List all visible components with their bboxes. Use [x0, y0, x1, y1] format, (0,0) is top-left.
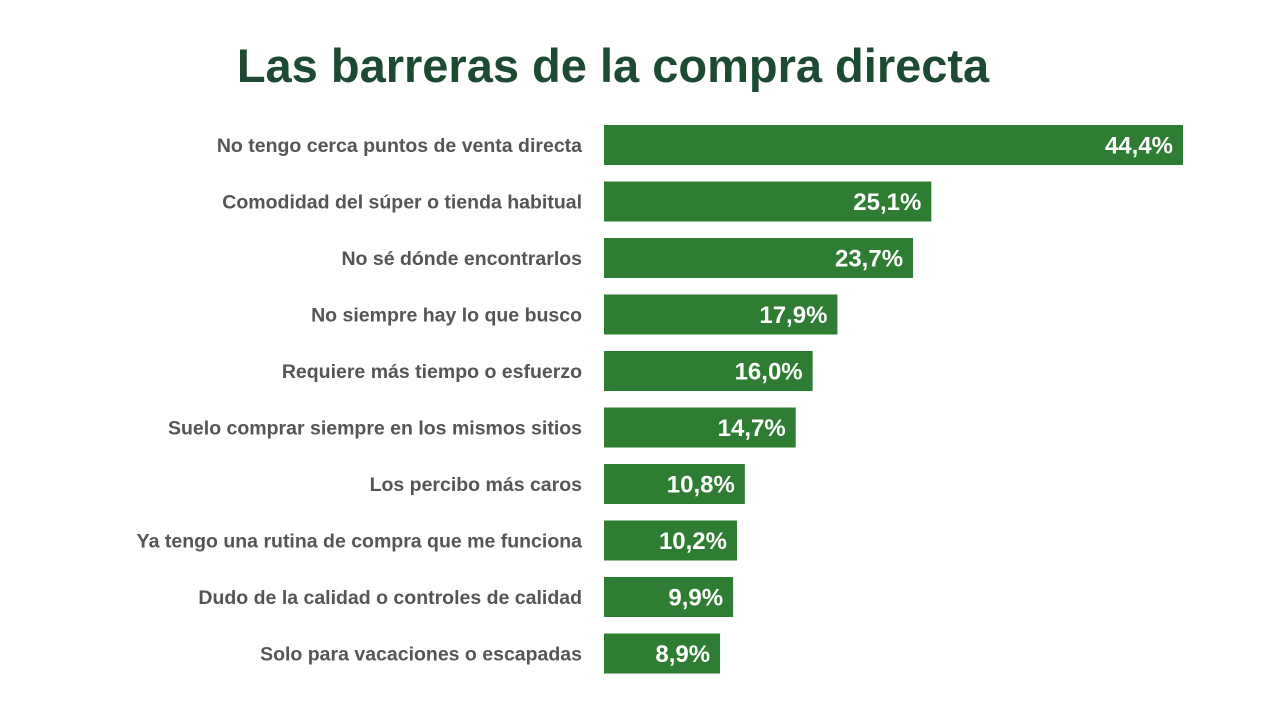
category-label: Ya tengo una rutina de compra que me fun…	[137, 531, 582, 553]
value-label: 8,9%	[655, 641, 710, 668]
category-label: Los percibo más caros	[370, 474, 583, 496]
value-label: 16,0%	[735, 359, 803, 386]
category-label: Dudo de la calidad o controles de calida…	[198, 587, 582, 609]
category-label: Solo para vacaciones o escapadas	[260, 644, 582, 666]
bar	[604, 520, 738, 561]
category-label: No sé dónde encontrarlos	[341, 248, 582, 270]
bar	[604, 633, 721, 674]
bar	[604, 238, 914, 278]
category-label: No tengo cerca puntos de venta directa	[217, 135, 582, 157]
bar	[604, 181, 932, 222]
category-label: No siempre hay lo que busco	[311, 305, 582, 327]
bar	[604, 407, 796, 448]
category-label: Requiere más tiempo o esfuerzo	[282, 361, 582, 383]
value-label: 10,8%	[667, 472, 735, 499]
value-label: 17,9%	[759, 302, 827, 329]
category-label: Comodidad del súper o tienda habitual	[222, 192, 582, 214]
bar	[604, 351, 813, 391]
value-label: 44,4%	[1105, 133, 1173, 160]
bar	[604, 464, 745, 504]
bar	[604, 294, 838, 335]
value-label: 23,7%	[835, 246, 903, 273]
value-label: 9,9%	[668, 585, 723, 612]
chart-title: Las barreras de la compra directa	[236, 39, 990, 92]
bar	[604, 125, 1183, 165]
category-label: Suelo comprar siempre en los mismos siti…	[168, 418, 582, 440]
value-label: 10,2%	[659, 528, 727, 555]
value-label: 14,7%	[718, 415, 786, 442]
bar	[604, 577, 734, 617]
value-label: 25,1%	[853, 189, 921, 216]
